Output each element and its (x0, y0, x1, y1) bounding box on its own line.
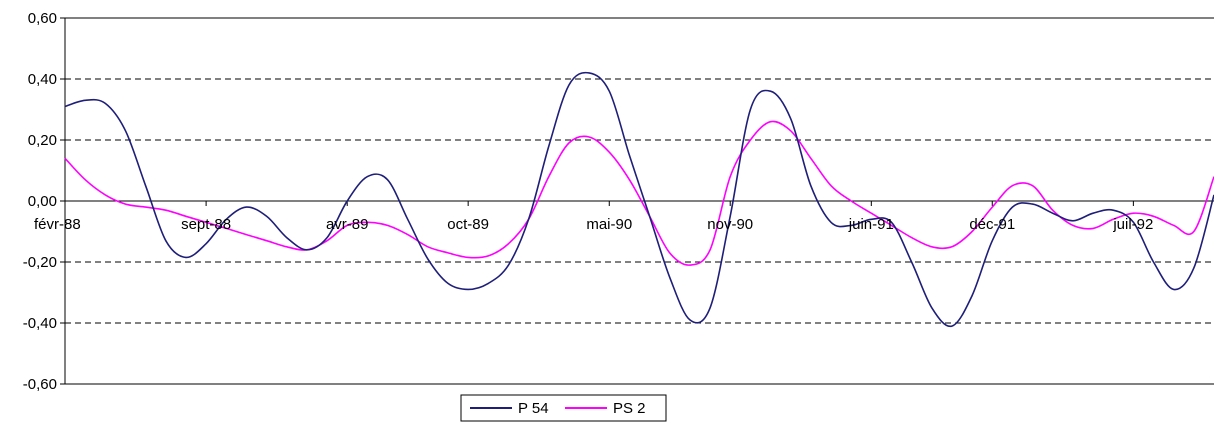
y-tick-label: -0,60 (23, 376, 57, 393)
legend: P 54 PS 2 (460, 394, 667, 422)
series-line-p54 (64, 71, 1214, 328)
y-tick-label: 0,40 (28, 71, 57, 88)
y-tick-label: 0,20 (28, 132, 57, 149)
x-tick-label: juil-92 (1112, 216, 1153, 233)
gridlines (65, 78, 1214, 324)
x-tick-label: févr-88 (34, 216, 81, 233)
y-tick-label: -0,20 (23, 254, 57, 271)
x-tick-label: oct-89 (447, 216, 489, 233)
x-tick-label: mai-90 (586, 216, 632, 233)
legend-label-ps2: PS 2 (613, 400, 646, 417)
x-tick-labels: févr-88 sept-88 avr-89 oct-89 mai-90 nov-90 ju… (34, 216, 1153, 233)
legend-label-p54: P 54 (518, 400, 549, 417)
x-tick-label: juin-91 (848, 216, 894, 233)
x-tick-label: nov-90 (707, 216, 753, 233)
x-tick-label: avr-89 (326, 216, 369, 233)
y-tick-labels: 0,60 0,40 0,20 0,00 -0,20 -0,40 -0,60 (23, 10, 57, 393)
y-tick-label: 0,00 (28, 193, 57, 210)
series-lines (64, 71, 1214, 328)
y-tick-label: -0,40 (23, 315, 57, 332)
y-tick-label: 0,60 (28, 10, 57, 27)
axes (60, 17, 1214, 385)
x-tick-label: sept-88 (181, 216, 231, 233)
series-line-ps2 (64, 120, 1214, 266)
x-tick-label: déc-91 (969, 216, 1015, 233)
